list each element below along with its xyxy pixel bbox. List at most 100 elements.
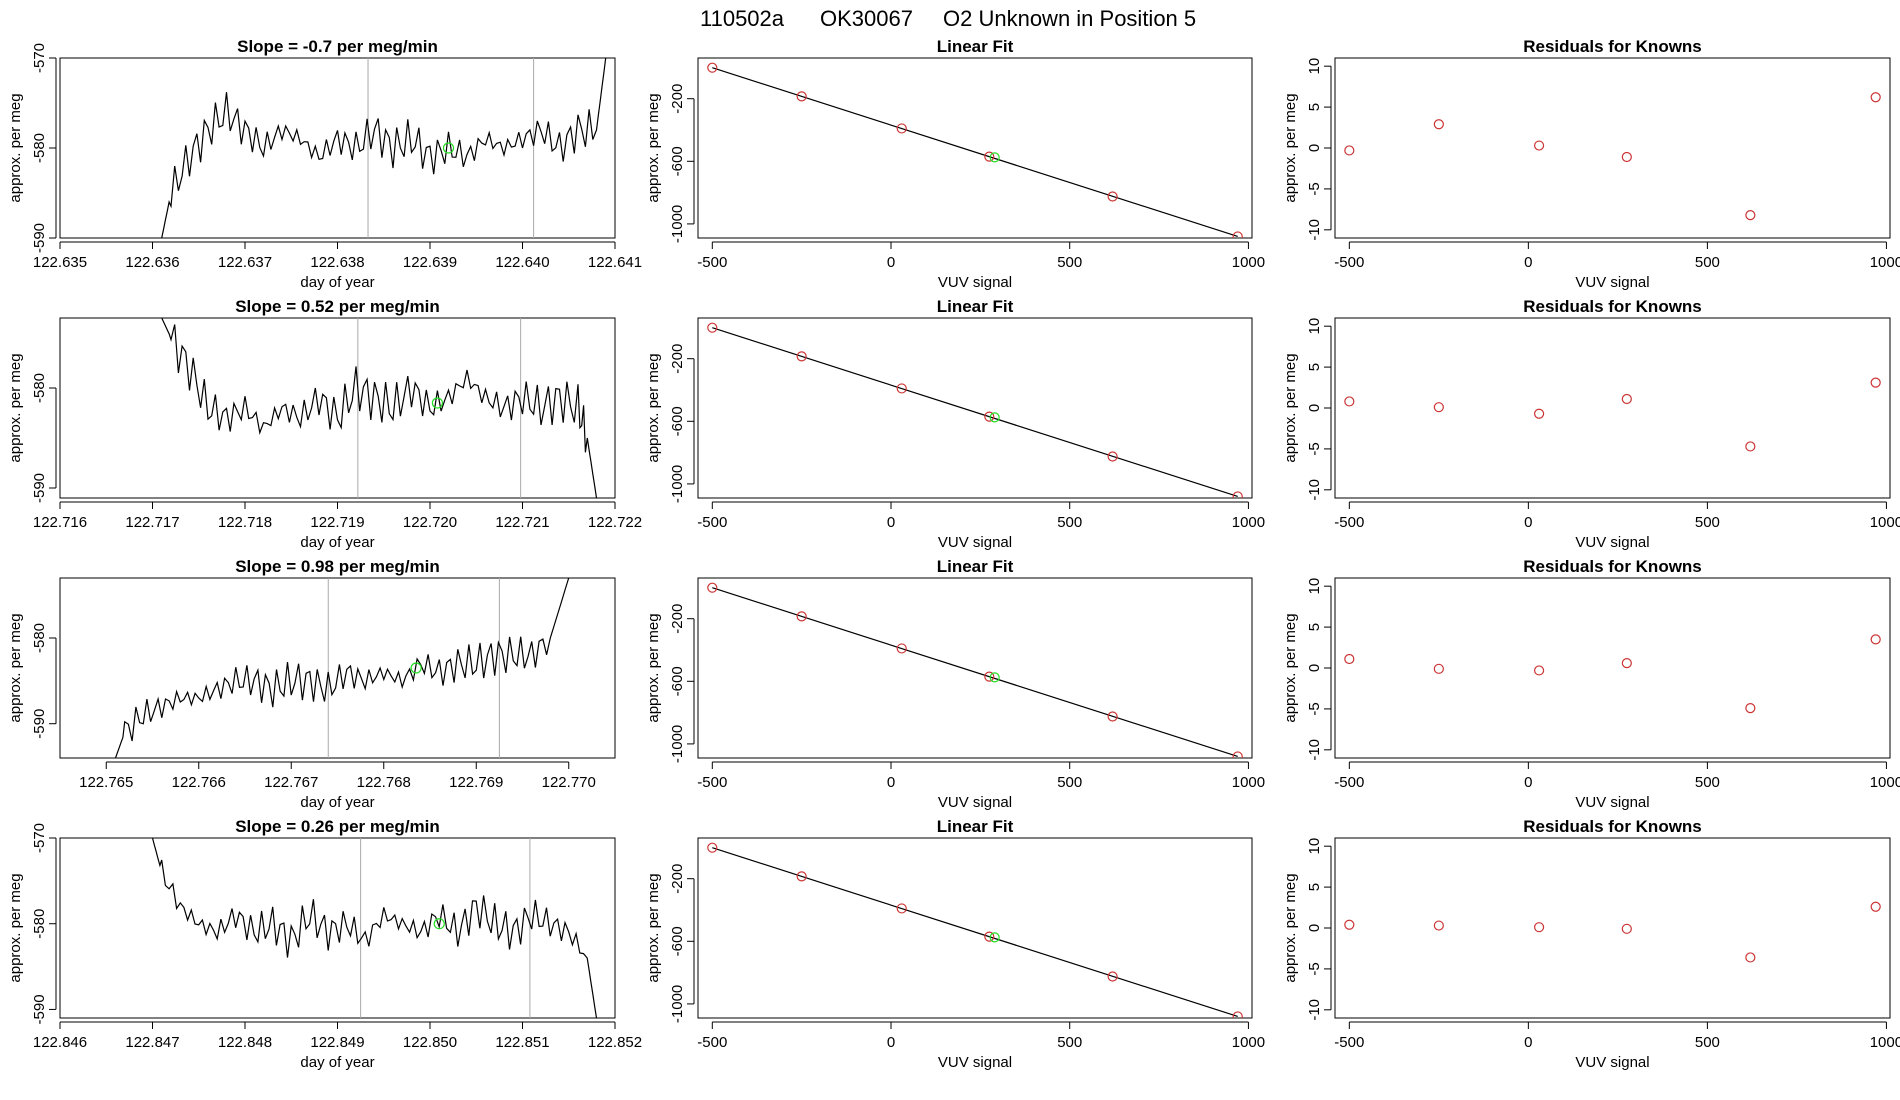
x-tick-label: -500 (697, 774, 727, 791)
y-tick-label: -590 (31, 994, 48, 1024)
x-tick-label: 0 (887, 514, 895, 531)
y-tick-label: -1000 (669, 205, 686, 243)
panels-grid: Slope = -0.7 per meg/min 122.635 122.636 12… (7, 37, 1900, 1071)
data-layer (161, 58, 607, 238)
panel-timeseries-row-1: Slope = -0.7 per meg/min 122.635 122.636 12… (7, 37, 642, 291)
x-tick-label: 122.639 (403, 254, 457, 271)
y-tick-label: -590 (31, 473, 48, 503)
panel-timeseries-row-4: Slope = 0.26 per meg/min 122.846 122.847 12… (7, 817, 642, 1071)
y-tick-label: -600 (669, 926, 686, 956)
x-tick-label: 122.852 (588, 1034, 642, 1051)
y-axis-label: approx. per meg (645, 873, 662, 982)
known-standard-point (1232, 231, 1243, 238)
x-tick-label: 1000 (1232, 774, 1265, 791)
fit-line (712, 327, 1238, 498)
data-layer (1344, 92, 1881, 221)
panel-title: Slope = 0.98 per meg/min (235, 557, 440, 576)
panel-title: Linear Fit (937, 817, 1014, 836)
x-tick-label: 0 (887, 254, 895, 271)
known-standard-point (1232, 1011, 1243, 1018)
panel-title: Residuals for Knowns (1523, 817, 1702, 836)
panel-residuals-row-4: Residuals for Knowns -500 0 500 1000 VUV sign… (1282, 817, 1900, 1071)
residual-point (1344, 653, 1355, 665)
x-tick-label: -500 (1334, 774, 1364, 791)
panel-linear_fit-row-4: Linear Fit -500 0 500 1000 VUV signal -1000 -60… (645, 817, 1265, 1071)
x-tick-label: 122.765 (79, 774, 133, 791)
x-tick-label: 122.716 (33, 514, 87, 531)
known-standard-point (796, 611, 807, 622)
unknown-sample-point (989, 932, 1000, 943)
y-tick-label: 5 (1306, 363, 1323, 371)
x-tick-label: 122.717 (125, 514, 179, 531)
residual-point (1621, 923, 1632, 934)
x-axis-label: day of year (300, 794, 374, 811)
residual-point (1344, 396, 1355, 407)
data-layer (707, 582, 1243, 758)
time-series-trace (161, 58, 607, 238)
y-axis-label: approx. per meg (1282, 353, 1299, 462)
panel-residuals-row-2: Residuals for Knowns -500 0 500 1000 VUV sign… (1282, 297, 1900, 551)
time-series-trace (161, 318, 598, 498)
residual-point (1621, 151, 1632, 163)
known-standard-point (984, 411, 995, 422)
y-tick-label: -10 (1306, 739, 1323, 761)
known-standard-point (707, 582, 718, 593)
y-tick-label: -1000 (669, 465, 686, 503)
x-tick-label: -500 (1334, 514, 1364, 531)
y-tick-label: -200 (669, 864, 686, 894)
x-tick-label: 122.770 (542, 774, 596, 791)
unknown-sample-point (433, 918, 445, 930)
known-standard-point (1107, 711, 1118, 722)
x-axis-label: VUV signal (1575, 794, 1649, 811)
y-axis-label: approx. per meg (1282, 613, 1299, 722)
data-layer (707, 842, 1243, 1018)
fit-line (712, 847, 1238, 1018)
x-tick-label: 122.721 (495, 514, 549, 531)
panel-title: Slope = 0.26 per meg/min (235, 817, 440, 836)
x-tick-label: 122.719 (310, 514, 364, 531)
x-tick-label: 122.769 (449, 774, 503, 791)
y-tick-label: -10 (1306, 219, 1323, 241)
panel-title: Linear Fit (937, 37, 1014, 56)
x-tick-label: 1000 (1232, 1034, 1265, 1051)
y-axis-label: approx. per meg (645, 93, 662, 202)
x-tick-label: 0 (1524, 254, 1532, 271)
x-tick-label: 122.718 (218, 514, 272, 531)
y-tick-label: -590 (31, 223, 48, 253)
residual-point (1745, 952, 1756, 963)
residual-point (1870, 377, 1881, 388)
y-tick-label: 0 (1306, 404, 1323, 412)
known-standard-point (1107, 451, 1118, 462)
y-tick-label: -600 (669, 146, 686, 176)
plot-frame (1334, 577, 1891, 759)
x-tick-label: 122.768 (357, 774, 411, 791)
x-tick-label: 500 (1057, 1034, 1082, 1051)
x-axis-label: VUV signal (938, 274, 1012, 291)
y-tick-label: -580 (31, 623, 48, 653)
plot-frame (697, 837, 1253, 1019)
plot-frame (697, 577, 1253, 759)
residual-point (1870, 634, 1881, 645)
x-tick-label: 122.636 (125, 254, 179, 271)
x-tick-label: -500 (1334, 1034, 1364, 1051)
panel-timeseries-row-2: Slope = 0.52 per meg/min 122.716 122.717 12… (7, 297, 642, 551)
panel-residuals-row-1: Residuals for Knowns -500 0 500 1000 VUV sign… (1282, 37, 1900, 291)
known-standard-point (1232, 751, 1243, 758)
known-standard-point (796, 91, 807, 102)
y-tick-label: -1000 (669, 725, 686, 763)
y-tick-label: 5 (1306, 623, 1323, 631)
y-tick-label: 10 (1306, 578, 1323, 595)
unknown-sample-point (442, 142, 455, 154)
known-standard-point (984, 151, 995, 162)
y-tick-label: 10 (1306, 838, 1323, 855)
x-axis-label: VUV signal (938, 794, 1012, 811)
residual-point (1344, 145, 1355, 156)
x-tick-label: 1000 (1870, 514, 1900, 531)
x-tick-label: 122.641 (588, 254, 642, 271)
known-standard-point (896, 123, 907, 134)
known-standard-point (896, 643, 907, 654)
y-tick-label: -5 (1306, 182, 1323, 195)
x-axis-label: VUV signal (938, 1054, 1012, 1071)
unknown-sample-point (431, 397, 443, 409)
